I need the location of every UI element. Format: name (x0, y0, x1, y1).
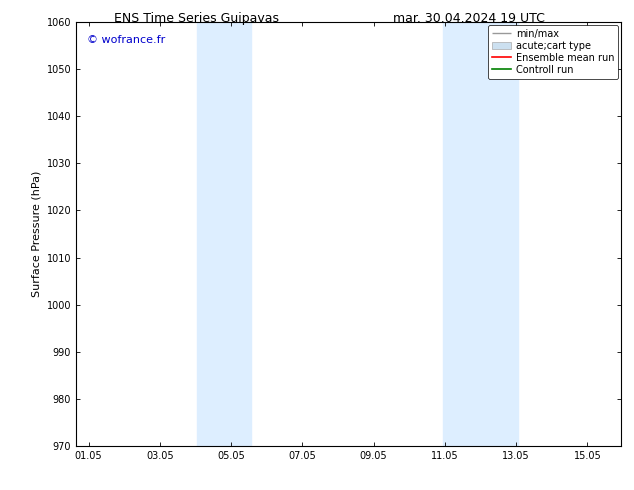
Text: © wofrance.fr: © wofrance.fr (87, 35, 165, 45)
Text: mar. 30.04.2024 19 UTC: mar. 30.04.2024 19 UTC (393, 12, 545, 25)
Y-axis label: Surface Pressure (hPa): Surface Pressure (hPa) (31, 171, 41, 297)
Text: ENS Time Series Guipavas: ENS Time Series Guipavas (114, 12, 279, 25)
Bar (197, 22, 250, 446)
Bar (443, 22, 518, 446)
Legend: min/max, acute;cart type, Ensemble mean run, Controll run: min/max, acute;cart type, Ensemble mean … (488, 25, 618, 78)
